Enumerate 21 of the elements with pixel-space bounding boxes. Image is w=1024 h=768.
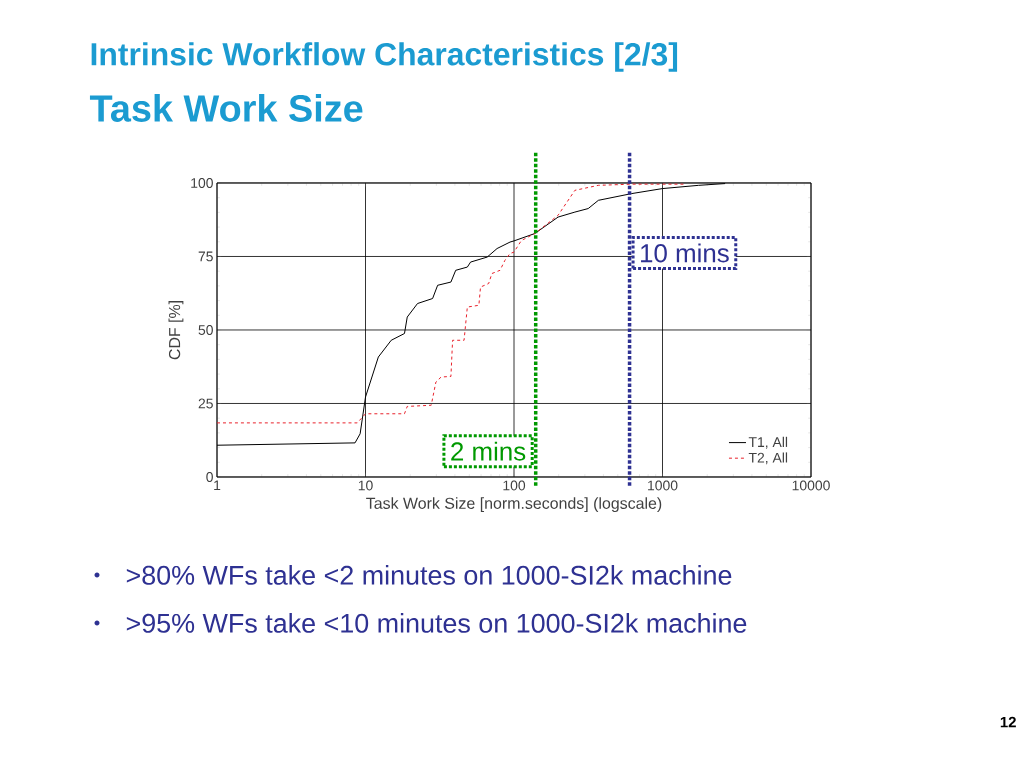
y-tick-label: 25 [198, 398, 213, 409]
text: 12 [1000, 716, 1016, 728]
chart-title: Intrinsic Workflow Characteristics [2/3] [91, 42, 678, 72]
text: >80% WFs take <2 minutes on 1000-SI2k machine [126, 565, 732, 585]
x-tick-label: 10 [358, 480, 373, 491]
x-tick-label: 100 [503, 480, 526, 491]
x-axis-title: Task Work Size [norm.seconds] (logscale) [366, 497, 662, 513]
text: >95% WFs take <10 minutes on 1000-SI2k machine [126, 613, 747, 633]
x-tick-label: 10000 [792, 480, 830, 491]
y-tick-label: 75 [198, 251, 213, 262]
x-tick-label: 1000 [648, 480, 678, 491]
legend-label: T1, All [748, 436, 788, 449]
chart-subtitle: Task Work Size [89, 94, 363, 122]
legend-label: T2, All [748, 452, 788, 465]
ref-line-label: 2 mins [451, 441, 526, 461]
ref-line-label: 10 mins [641, 243, 729, 263]
y-tick-label: 100 [191, 178, 213, 188]
y-axis-title: CDF [%] [168, 301, 184, 360]
y-tick-label: 50 [198, 325, 213, 335]
y-tick-label: 0 [206, 472, 213, 482]
x-tick-label: 1 [214, 480, 221, 491]
